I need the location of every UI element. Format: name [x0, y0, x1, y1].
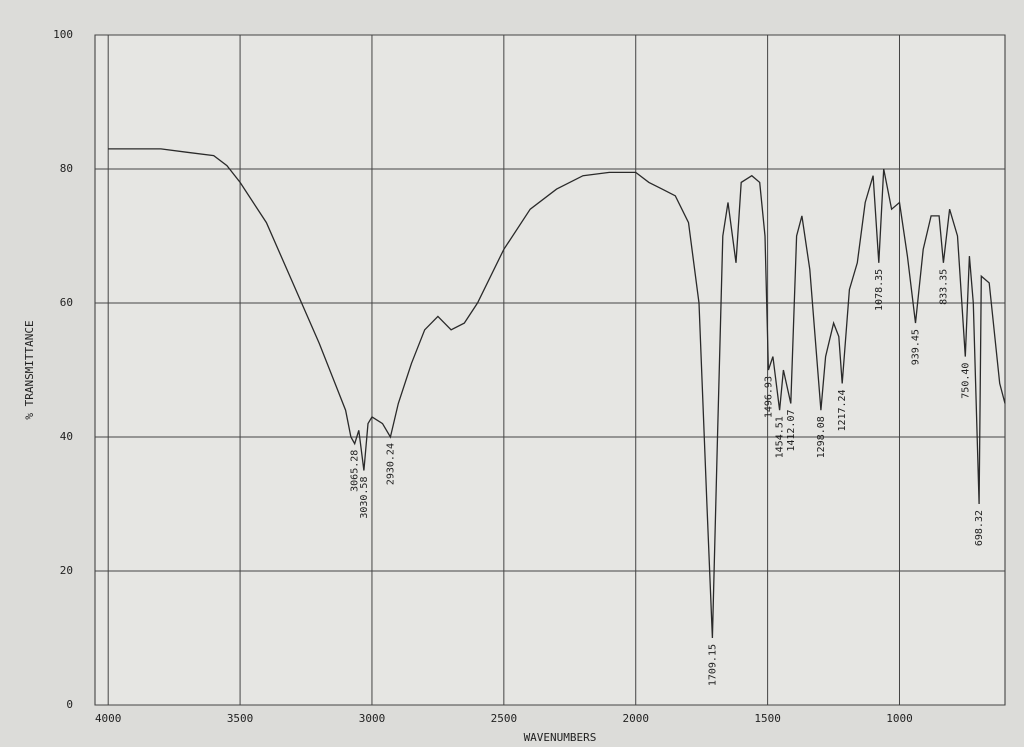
peak-label: 3030.58 — [359, 477, 370, 519]
y-tick-label: 0 — [66, 698, 73, 711]
peak-label: 1298.08 — [816, 416, 827, 458]
x-tick-label: 1500 — [754, 712, 781, 725]
x-tick-label: 2500 — [491, 712, 518, 725]
plot-frame — [94, 34, 1006, 706]
x-tick-label: 4000 — [95, 712, 122, 725]
peak-label: 1078.35 — [874, 269, 885, 311]
x-tick-label: 3000 — [359, 712, 386, 725]
peak-label: 1454.51 — [775, 416, 786, 458]
peak-label: 1496.93 — [763, 376, 774, 418]
x-tick-label: 1000 — [886, 712, 913, 725]
peak-label: 1709.15 — [707, 644, 718, 686]
y-tick-label: 100 — [53, 28, 73, 41]
peak-label: 1217.24 — [837, 389, 848, 431]
peak-label: 833.35 — [938, 269, 949, 305]
y-axis-label: % TRANSMITTANCE — [23, 320, 36, 419]
peak-label: 698.32 — [974, 510, 985, 546]
peak-label: 750.40 — [960, 363, 971, 399]
y-tick-label: 40 — [60, 430, 73, 443]
x-tick-label: 2000 — [622, 712, 649, 725]
peak-label: 1412.07 — [786, 410, 797, 452]
y-tick-label: 80 — [60, 162, 73, 175]
peak-label: 3065.28 — [350, 450, 361, 492]
y-tick-label: 60 — [60, 296, 73, 309]
y-tick-label: 20 — [60, 564, 73, 577]
x-axis-label: WAVENUMBERS — [524, 731, 597, 744]
peak-label: 939.45 — [910, 329, 921, 365]
x-tick-label: 3500 — [227, 712, 254, 725]
spectrum-line — [108, 148, 1006, 639]
peak-label: 2930.24 — [385, 443, 396, 485]
